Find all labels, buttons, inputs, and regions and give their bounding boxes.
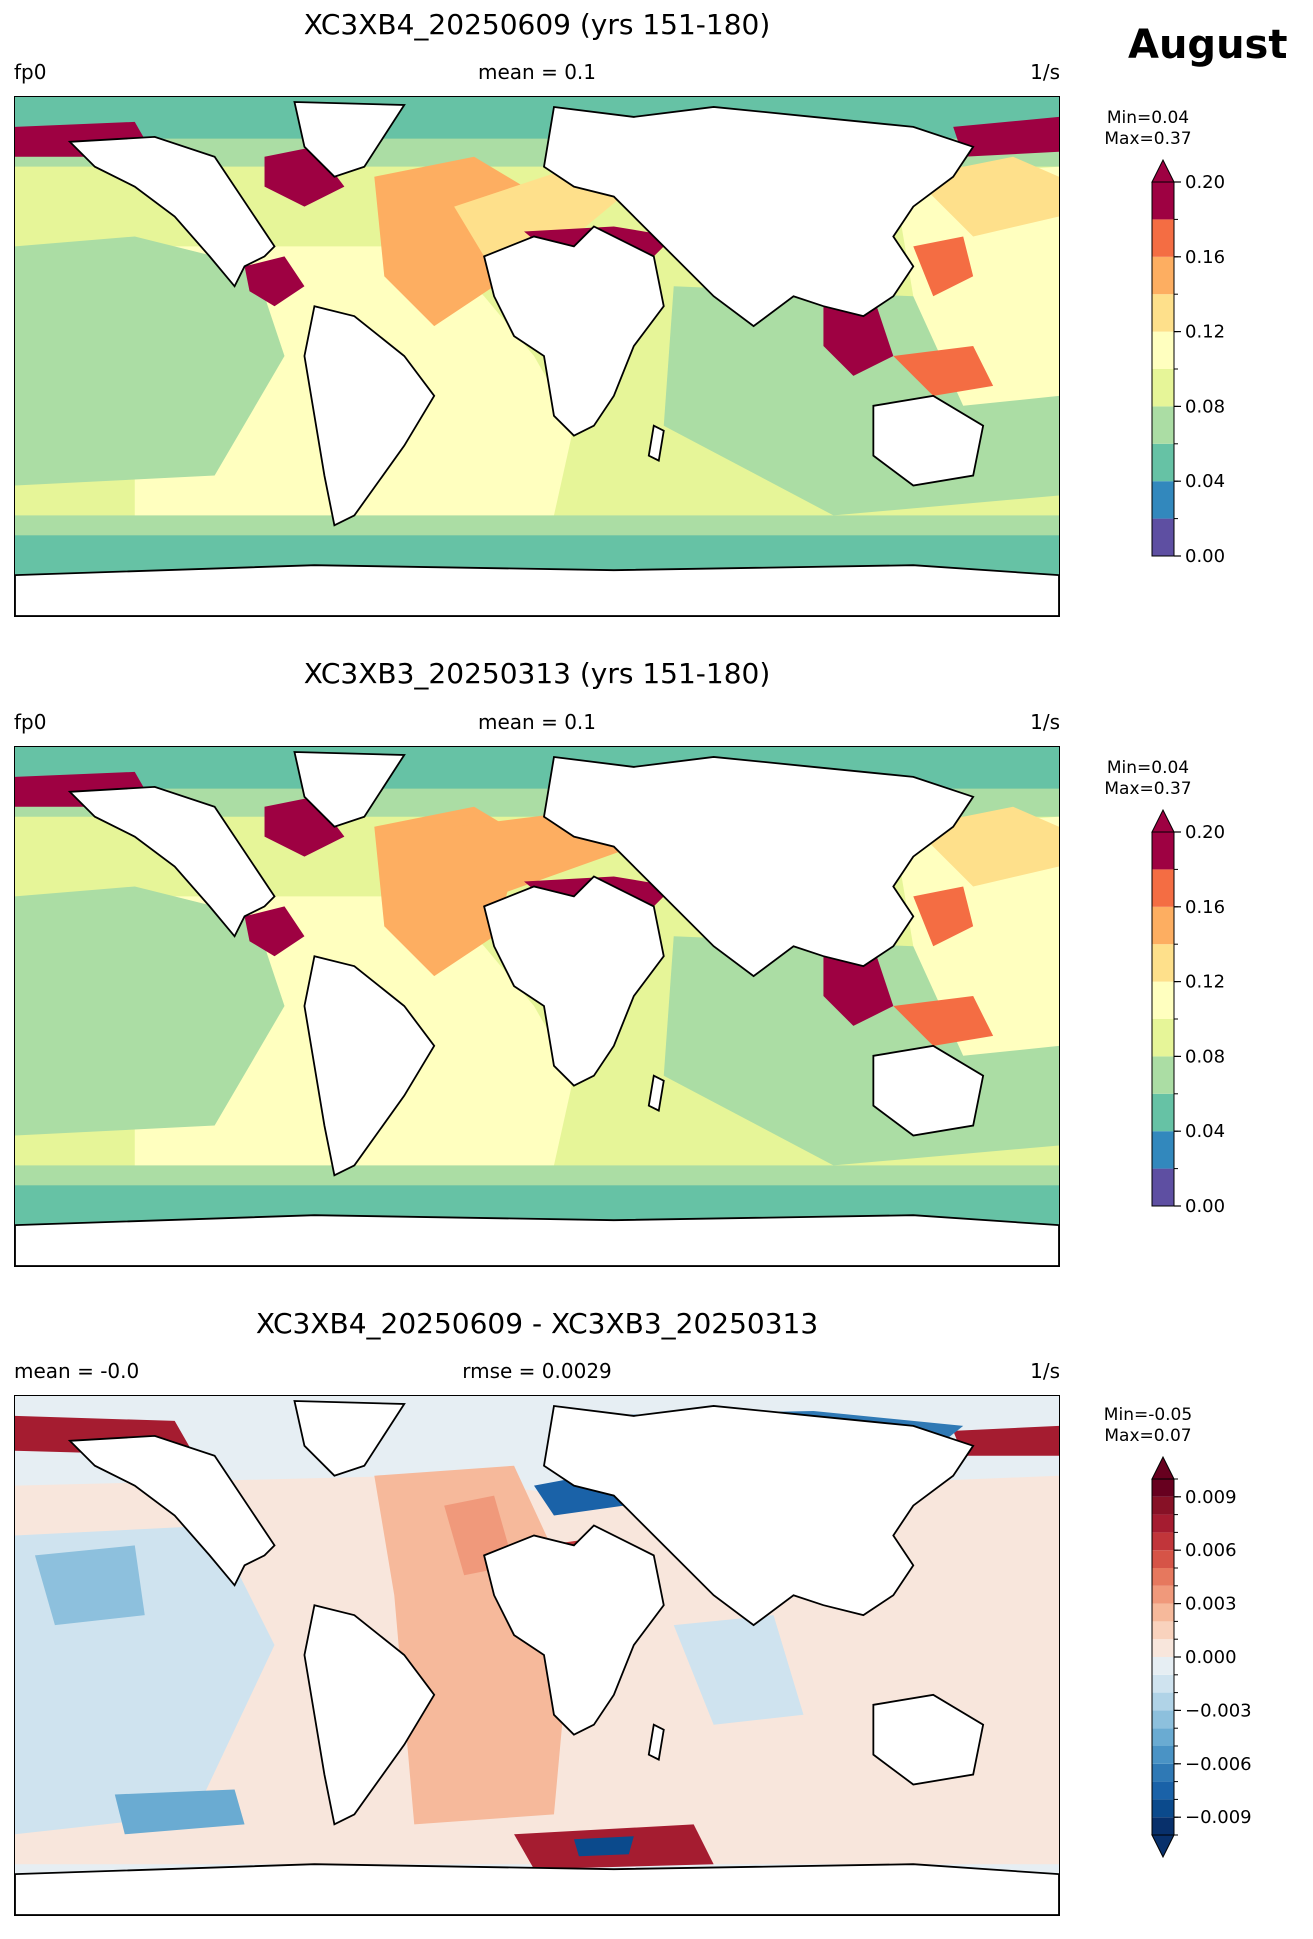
colorbar-tick-label: 0.20 xyxy=(1185,172,1225,193)
panel-3-colorbar-svg: −0.009 −0.006 −0.003 0.000 0.003 0.006 0.009 xyxy=(1151,1455,1252,1859)
colorbar-segment xyxy=(1152,1131,1174,1169)
colorbar-extend-max xyxy=(1151,158,1175,183)
panel-3-units-label: 1/s xyxy=(1030,1359,1060,1383)
colorbar-segment xyxy=(1152,294,1174,332)
colorbar-segment xyxy=(1152,1621,1174,1640)
colorbar-segment xyxy=(1152,1093,1174,1132)
panel-3-min-label: Min=-0.05 xyxy=(1103,1405,1193,1425)
colorbar-extend-min xyxy=(1151,1834,1175,1859)
colorbar-tick-label: 0.003 xyxy=(1185,1594,1237,1615)
panel-3-rmse-label: rmse = 0.0029 xyxy=(462,1359,612,1383)
colorbar-segment xyxy=(1152,1603,1174,1622)
panel-1-map xyxy=(14,96,1060,617)
colorbar-segment xyxy=(1152,1532,1174,1551)
land-outlines xyxy=(15,101,1059,616)
colorbar-segment xyxy=(1152,1674,1174,1693)
panel-2-title: XC3XB3_20250313 (yrs 151-180) xyxy=(303,657,771,690)
colorbar-segment xyxy=(1152,1728,1174,1746)
colorbar-segment xyxy=(1152,1056,1174,1094)
panel-1-variable-label: fp0 xyxy=(14,60,47,84)
panel-3-mean-label: mean = -0.0 xyxy=(14,1359,140,1383)
panel-2-variable-label: fp0 xyxy=(14,710,47,734)
panel-3-max-label: Max=0.07 xyxy=(1104,1426,1192,1446)
colorbar-segment xyxy=(1152,1639,1174,1657)
colorbar-segment xyxy=(1152,1781,1174,1800)
colorbar-tick-label: 0.16 xyxy=(1185,247,1225,268)
colorbar-tick-label: −0.009 xyxy=(1185,1807,1252,1828)
colorbar-segment xyxy=(1152,443,1174,482)
colorbar-segment xyxy=(1152,481,1174,519)
colorbar-tick-label: 0.04 xyxy=(1185,1121,1225,1142)
colorbar-segment xyxy=(1152,1817,1174,1835)
colorbar-tick-label: 0.009 xyxy=(1185,1487,1237,1508)
colorbar-tick-label: 0.16 xyxy=(1185,897,1225,918)
colorbar-tick-label: 0.12 xyxy=(1185,972,1225,993)
panel-2-mean-label: mean = 0.1 xyxy=(478,710,596,734)
colorbar-segment xyxy=(1152,1692,1174,1711)
panel-3-map xyxy=(14,1395,1060,1916)
panel-1-map-svg xyxy=(15,97,1059,616)
panel-1-colorbar-svg: 0.00 0.04 0.08 0.12 0.16 0.20 xyxy=(1151,158,1225,567)
colorbar-tick-label: 0.08 xyxy=(1185,396,1225,417)
colorbar-segment xyxy=(1152,981,1174,1019)
colorbar-tick-label: −0.003 xyxy=(1185,1700,1252,1721)
colorbar-tick-label: 0.00 xyxy=(1185,1196,1225,1217)
panel-2-max-label: Max=0.37 xyxy=(1104,779,1192,799)
panel-2-map-svg xyxy=(15,747,1059,1266)
panel-1-min-label: Min=0.04 xyxy=(1106,108,1190,128)
colorbar-segment xyxy=(1152,1746,1174,1764)
colorbar-segment xyxy=(1152,1710,1174,1729)
panel-3-title: XC3XB4_20250609 - XC3XB3_20250313 xyxy=(255,1307,819,1340)
panel-1-max-label: Max=0.37 xyxy=(1104,129,1192,149)
colorbar-tick-label: 0.20 xyxy=(1185,822,1225,843)
panel-1-mean-label: mean = 0.1 xyxy=(478,60,596,84)
panel-2-min-label: Min=0.04 xyxy=(1106,758,1190,778)
colorbar-segment xyxy=(1152,1496,1174,1515)
panel-2-colorbar: 0.00 0.04 0.08 0.12 0.16 0.20 xyxy=(1150,808,1250,1217)
colorbar-extend-max xyxy=(1151,808,1175,833)
colorbar-segment xyxy=(1152,1657,1174,1675)
colorbar-segment xyxy=(1152,219,1174,257)
colorbar-tick-label: 0.08 xyxy=(1185,1046,1225,1067)
colorbar-segment xyxy=(1152,1019,1174,1057)
panel-1-title: XC3XB4_20250609 (yrs 151-180) xyxy=(303,8,771,41)
colorbar-tick-label: 0.006 xyxy=(1185,1540,1237,1561)
colorbar-segment xyxy=(1152,906,1174,945)
colorbar-segment xyxy=(1152,256,1174,295)
colorbar-segment xyxy=(1152,944,1174,982)
colorbar-segment xyxy=(1152,369,1174,407)
colorbar-segment xyxy=(1152,869,1174,907)
colorbar-segment xyxy=(1152,518,1174,556)
colorbar-segment xyxy=(1152,182,1174,220)
colorbar-extend-max xyxy=(1151,1455,1175,1480)
month-label: August xyxy=(1128,22,1288,68)
colorbar-tick-label: 0.000 xyxy=(1185,1647,1237,1668)
colorbar-segment xyxy=(1152,1479,1174,1497)
colorbar-segment xyxy=(1152,1763,1174,1782)
colorbar-segment xyxy=(1152,406,1174,444)
panel-2-units-label: 1/s xyxy=(1030,710,1060,734)
colorbar-tick-label: 0.00 xyxy=(1185,546,1225,567)
land-outlines xyxy=(15,1400,1059,1915)
colorbar-segment xyxy=(1152,1568,1174,1586)
colorbar-segment xyxy=(1152,1585,1174,1604)
panel-1-units-label: 1/s xyxy=(1030,60,1060,84)
colorbar-tick-label: 0.04 xyxy=(1185,471,1225,492)
colorbar-segment xyxy=(1152,1168,1174,1206)
colorbar-segment xyxy=(1152,832,1174,870)
colorbar-segment xyxy=(1152,1514,1174,1533)
panel-2-colorbar-svg: 0.00 0.04 0.08 0.12 0.16 0.20 xyxy=(1151,808,1225,1217)
panel-3-map-svg xyxy=(15,1396,1059,1915)
panel-3-colorbar: −0.009 −0.006 −0.003 0.000 0.003 0.006 0.009 xyxy=(1150,1455,1252,1859)
colorbar-segment xyxy=(1152,1799,1174,1818)
colorbar-tick-label: 0.12 xyxy=(1185,322,1225,343)
colorbar-segment xyxy=(1152,331,1174,369)
colorbar-segment xyxy=(1152,1550,1174,1568)
panel-2-map xyxy=(14,746,1060,1267)
land-outlines xyxy=(15,751,1059,1266)
colorbar-tick-label: −0.006 xyxy=(1185,1754,1252,1775)
panel-1-colorbar: 0.00 0.04 0.08 0.12 0.16 0.20 xyxy=(1150,158,1250,567)
